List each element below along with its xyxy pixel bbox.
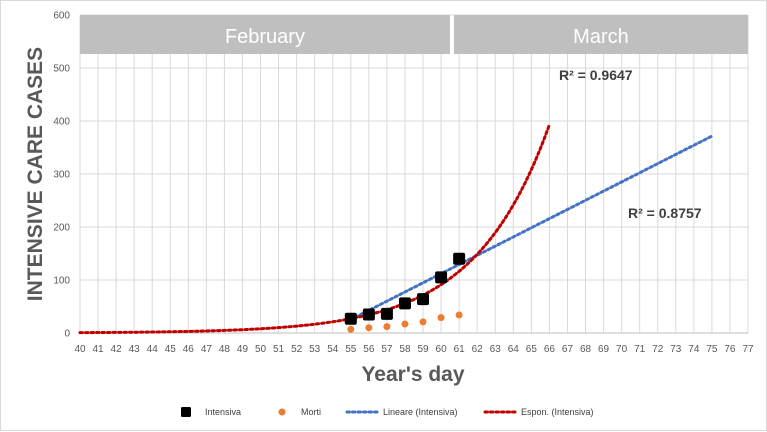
x-tick-label: 53 — [309, 344, 321, 355]
x-tick-label: 52 — [291, 344, 303, 355]
trendlines — [78, 123, 714, 335]
x-tick-label: 46 — [183, 344, 195, 355]
point-morti — [347, 325, 355, 333]
x-tick-label: 61 — [454, 344, 466, 355]
x-tick-label: 48 — [219, 344, 231, 355]
point-morti — [383, 323, 391, 331]
month-band-february — [80, 15, 450, 54]
trendline-linear — [349, 134, 714, 321]
x-tick-label: 42 — [111, 344, 123, 355]
x-axis-title: Year's day — [361, 363, 464, 386]
x-tick-label: 68 — [580, 344, 592, 355]
point-intensiva — [362, 308, 375, 321]
month-band-march — [453, 15, 748, 54]
x-tick-label: 58 — [399, 344, 411, 355]
x-tick-label: 64 — [508, 344, 520, 355]
x-tick-label: 62 — [472, 344, 484, 355]
legend-marker-intensiva — [181, 407, 191, 417]
x-tick-label: 41 — [92, 344, 104, 355]
point-intensiva — [435, 271, 448, 284]
x-tick-label: 56 — [363, 344, 375, 355]
y-tick-label: 300 — [53, 170, 70, 181]
x-tick-label: 76 — [724, 344, 736, 355]
x-tick-label: 60 — [436, 344, 448, 355]
point-morti — [437, 314, 445, 322]
y-tick-label: 400 — [53, 117, 70, 128]
x-tick-label: 54 — [327, 344, 339, 355]
point-morti — [365, 324, 373, 332]
x-tick-label: 49 — [237, 344, 249, 355]
x-tick-label: 40 — [74, 344, 86, 355]
x-tick-label: 50 — [255, 344, 267, 355]
legend: Intensiva Morti Lineare (Intensiva) Espon. … — [181, 407, 594, 417]
legend-label: Morti — [301, 407, 321, 417]
legend-label: Espon. (Intensiva) — [521, 407, 594, 417]
x-tick-label: 71 — [634, 344, 646, 355]
month-band-label: February — [225, 26, 305, 48]
x-tick-label: 59 — [417, 344, 429, 355]
x-tick-label: 77 — [742, 344, 754, 355]
grid — [79, 14, 749, 334]
point-morti — [455, 311, 463, 319]
x-tick-label: 74 — [688, 344, 700, 355]
legend-marker-morti — [278, 408, 286, 416]
point-intensiva — [380, 307, 393, 320]
x-tick-label: 55 — [345, 344, 357, 355]
data-points — [344, 252, 466, 333]
y-tick-label: 600 — [53, 11, 70, 22]
y-axis-title: INTENSIVE CARE CASES — [24, 47, 47, 301]
x-tick-label: 66 — [544, 344, 556, 355]
point-morti — [401, 320, 409, 328]
legend-label: Lineare (Intensiva) — [383, 407, 458, 417]
month-bands: February March — [80, 15, 748, 54]
x-tick-label: 72 — [652, 344, 664, 355]
r2-label-exponential: R² = 0.9647 — [559, 67, 633, 83]
y-tick-label: 100 — [53, 276, 70, 287]
x-tick-label: 63 — [490, 344, 502, 355]
y-tick-label: 0 — [64, 329, 70, 340]
x-tick-label: 43 — [129, 344, 141, 355]
r2-label-linear: R² = 0.8757 — [628, 205, 702, 221]
y-tick-label: 200 — [53, 223, 70, 234]
point-morti — [419, 318, 427, 326]
legend-label: Intensiva — [205, 407, 241, 417]
x-tick-label: 45 — [165, 344, 177, 355]
point-intensiva — [417, 293, 430, 306]
x-tick-label: 75 — [706, 344, 718, 355]
x-tick-label: 51 — [273, 344, 285, 355]
point-intensiva — [453, 252, 466, 265]
trendline-exponential — [78, 123, 551, 335]
tick-labels: 40 41 42 43 44 45 46 47 48 49 50 51 52 53 54 55 56 57 58 59… — [53, 11, 754, 356]
point-intensiva — [344, 312, 357, 325]
month-band-label: March — [573, 26, 629, 48]
x-tick-label: 73 — [670, 344, 682, 355]
x-tick-label: 44 — [147, 344, 159, 355]
y-tick-label: 500 — [53, 64, 70, 75]
x-tick-label: 70 — [616, 344, 628, 355]
x-tick-label: 69 — [598, 344, 610, 355]
x-tick-label: 57 — [381, 344, 393, 355]
x-tick-label: 47 — [201, 344, 213, 355]
point-intensiva — [398, 297, 411, 310]
x-tick-label: 67 — [562, 344, 574, 355]
x-tick-label: 65 — [526, 344, 538, 355]
